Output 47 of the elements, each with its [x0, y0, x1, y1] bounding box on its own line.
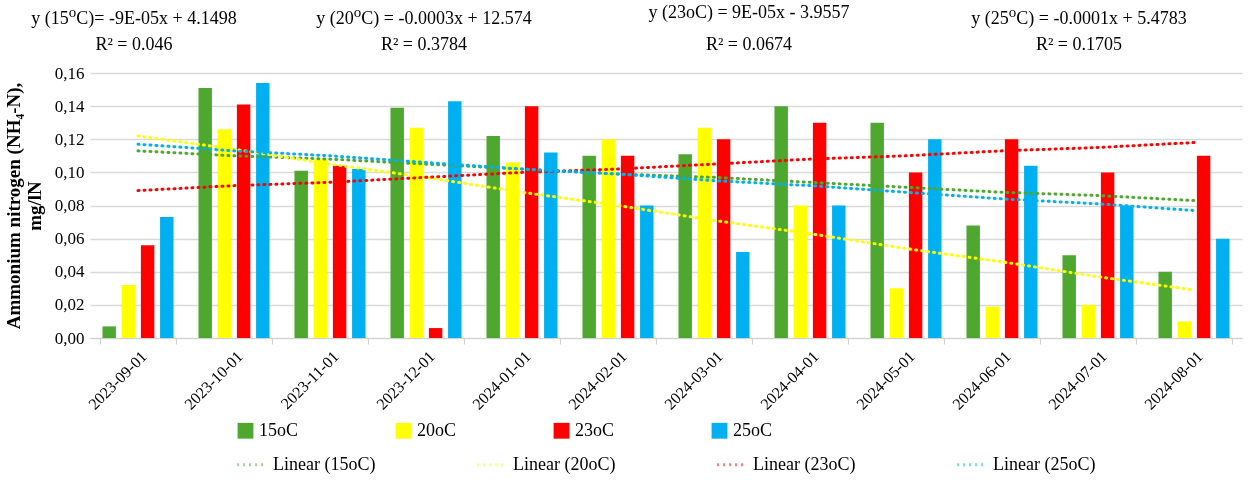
- text: R² = 0.1705: [1034, 34, 1124, 56]
- bar: [294, 170, 308, 338]
- y-tick-label: 0,14: [54, 96, 85, 116]
- bar: [1062, 255, 1076, 338]
- text: y (25$^{o}$C) = -0.0001x + 5.4783: [970, 3, 1188, 30]
- y-tick-label: 0,02: [54, 295, 85, 315]
- legend-label: 20oC: [417, 419, 457, 440]
- text: R² = 0.3784: [379, 34, 469, 56]
- bar: [640, 205, 654, 338]
- bar: [966, 225, 980, 338]
- y-tick-label: 0,04: [54, 262, 85, 282]
- text: R² = 0.046: [94, 34, 174, 56]
- legend-label: 23oC: [575, 419, 615, 440]
- y-tick-label: 0,06: [54, 229, 85, 249]
- legend-label: Linear (23oC): [753, 453, 856, 475]
- bar: [428, 328, 443, 338]
- y-tick-label: 0,00: [54, 328, 85, 348]
- text: R² = 0.0674: [704, 34, 794, 56]
- text: y (23oC) = 9E-05x - 3.9557: [647, 2, 851, 24]
- text: y (20$^{o}$C) = -0.0003x + 12.574: [315, 3, 533, 30]
- bar: [1158, 271, 1172, 338]
- bar: [140, 245, 155, 338]
- legend-label: Linear (20oC): [513, 453, 616, 475]
- bar: [1081, 304, 1096, 338]
- y-tick-label: 0,10: [54, 162, 85, 182]
- text: y (15$^{o}$C)= -9E-05x + 4.1498: [30, 3, 238, 30]
- bar: [985, 306, 1000, 338]
- bar: [102, 326, 116, 338]
- bar: [121, 285, 136, 338]
- bar: [908, 172, 923, 338]
- y-axis-title: Ammonium nitrogen (NH₄-N), mg/lN: [2, 82, 45, 330]
- y-tick-label: 0,08: [54, 196, 85, 215]
- y-tick-label: 0,16: [54, 63, 85, 83]
- bar: [1100, 172, 1115, 338]
- legend-label: 15oC: [259, 419, 299, 440]
- bar: [1177, 321, 1192, 338]
- bar: [736, 251, 750, 338]
- legend-label: 25oC: [733, 419, 773, 440]
- y-tick-label: 0,12: [54, 129, 85, 149]
- bar: [889, 288, 904, 338]
- bar: [352, 169, 366, 338]
- bar: [832, 205, 846, 338]
- legend-label: Linear (15oC): [273, 453, 376, 475]
- bar: [1196, 155, 1211, 338]
- legend-label: Linear (25oC): [993, 453, 1096, 475]
- bar: [160, 217, 174, 338]
- bar: [1216, 238, 1230, 338]
